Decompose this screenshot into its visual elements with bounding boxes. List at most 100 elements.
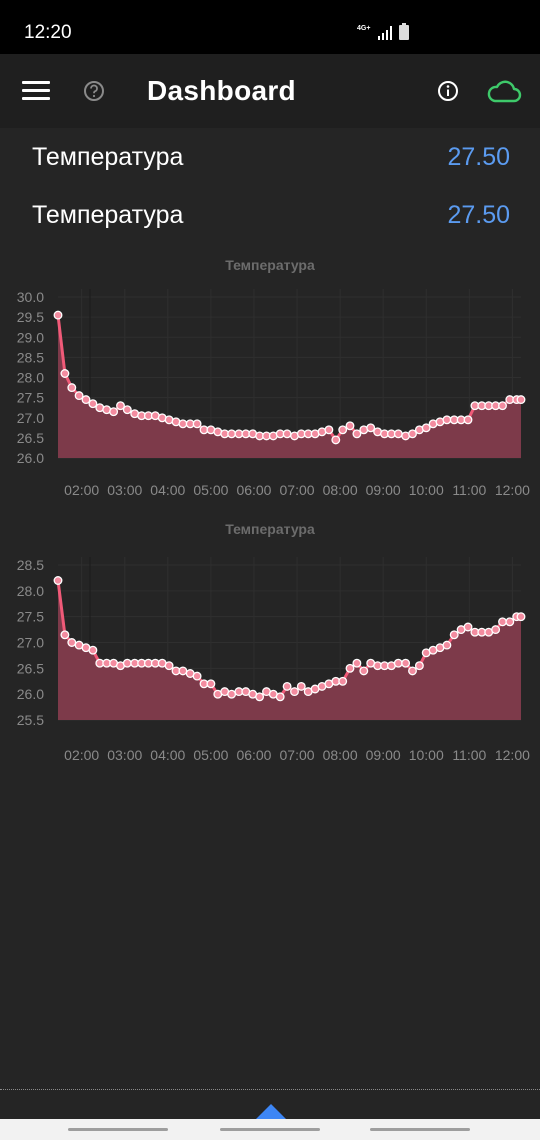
data-point	[338, 676, 348, 686]
y-tick-label: 28.0	[17, 583, 44, 599]
y-tick-label: 29.0	[17, 329, 44, 345]
y-tick-label: 25.5	[17, 712, 44, 728]
data-point	[498, 401, 507, 411]
data-point	[122, 658, 132, 668]
y-tick-label: 29.5	[17, 309, 44, 325]
data-point	[505, 617, 515, 627]
data-point	[408, 666, 417, 676]
y-tick-label: 30.0	[17, 289, 44, 305]
y-tick-label: 26.5	[17, 430, 44, 446]
nav-back-button[interactable]	[370, 1128, 470, 1131]
temperature-chart-1: Температура 30.0 29.5 29.0 28.5 28.0 27.5 27.0 2…	[0, 250, 540, 510]
data-point	[60, 630, 70, 640]
data-point	[88, 645, 98, 655]
x-tick-label: 11:00	[452, 482, 486, 498]
chart-title: Температура	[225, 521, 315, 537]
data-point	[352, 658, 362, 668]
data-point	[414, 661, 424, 671]
data-point	[178, 666, 188, 676]
data-point	[393, 429, 403, 439]
data-point	[463, 622, 473, 632]
value-row: Температура 27.50	[32, 195, 510, 235]
data-point	[516, 395, 526, 405]
bottom-divider	[0, 1089, 540, 1090]
data-point	[67, 383, 77, 393]
data-point	[206, 679, 216, 689]
x-tick-label: 10:00	[409, 482, 444, 498]
data-point	[192, 419, 202, 429]
data-point	[324, 425, 334, 435]
value-row: Температура 27.50	[32, 137, 510, 177]
y-tick-label: 26.0	[17, 686, 44, 702]
nav-recent-button[interactable]	[68, 1128, 168, 1131]
x-tick-label: 04:00	[150, 482, 185, 498]
data-point	[345, 663, 355, 673]
data-point	[408, 429, 417, 439]
data-point	[401, 658, 411, 668]
x-tick-label: 03:00	[107, 482, 142, 498]
x-tick-label: 08:00	[323, 482, 358, 498]
data-point	[442, 640, 452, 650]
x-tick-label: 12:00	[495, 747, 530, 763]
chart-title: Температура	[225, 257, 315, 273]
x-tick-label: 05:00	[193, 747, 228, 763]
value-reading: 27.50	[447, 201, 510, 229]
cloud-icon[interactable]	[486, 78, 522, 104]
data-point	[282, 681, 292, 691]
data-point	[53, 576, 63, 585]
nav-home-button[interactable]	[220, 1128, 320, 1131]
x-tick-label: 10:00	[409, 747, 444, 763]
x-tick-label: 04:00	[150, 747, 185, 763]
menu-icon[interactable]	[22, 81, 50, 103]
data-point	[366, 423, 376, 433]
app-bar: Dashboard	[0, 54, 540, 128]
data-point	[74, 391, 84, 401]
system-nav-bar	[0, 1119, 540, 1140]
data-point	[449, 630, 459, 640]
signal-icon	[378, 26, 392, 40]
data-point	[442, 415, 452, 425]
data-point	[109, 407, 119, 417]
scroll-up-button[interactable]	[256, 1104, 286, 1119]
x-tick-label: 02:00	[64, 747, 99, 763]
x-tick-label: 09:00	[366, 482, 401, 498]
temperature-chart-2: Температура 28.5 28.0 27.5 27.0 26.5 26.0 25.5 0…	[0, 515, 540, 770]
x-tick-label: 02:00	[64, 482, 99, 498]
y-tick-label: 27.5	[17, 390, 44, 406]
x-tick-label: 09:00	[366, 747, 401, 763]
data-point	[421, 423, 431, 433]
status-time: 12:20	[24, 22, 72, 43]
y-tick-label: 27.0	[17, 410, 44, 426]
battery-icon	[399, 23, 409, 40]
data-point	[227, 689, 237, 699]
data-point	[290, 687, 299, 697]
network-type-label: 4G+	[357, 25, 371, 32]
data-point	[53, 310, 63, 320]
x-tick-label: 05:00	[193, 482, 228, 498]
data-point	[67, 638, 77, 647]
data-point	[345, 421, 355, 431]
data-point	[81, 395, 91, 405]
info-icon[interactable]	[436, 79, 460, 103]
data-point	[192, 671, 202, 681]
data-point	[255, 692, 265, 702]
x-tick-label: 07:00	[280, 482, 315, 498]
data-point	[88, 399, 98, 409]
data-point	[116, 401, 125, 411]
y-tick-label: 26.5	[17, 660, 44, 676]
help-icon[interactable]	[83, 80, 105, 102]
data-point	[227, 429, 237, 439]
y-tick-label: 27.5	[17, 609, 44, 625]
y-tick-label: 26.0	[17, 450, 44, 466]
data-point	[463, 415, 473, 425]
data-point	[393, 658, 403, 668]
value-label: Температура	[32, 201, 184, 229]
x-tick-label: 06:00	[236, 747, 271, 763]
data-point	[331, 435, 341, 445]
data-point	[516, 612, 526, 622]
series-area	[58, 580, 521, 720]
data-point	[282, 429, 292, 439]
data-point	[359, 666, 369, 676]
value-label: Температура	[32, 143, 184, 171]
data-point	[122, 405, 132, 415]
